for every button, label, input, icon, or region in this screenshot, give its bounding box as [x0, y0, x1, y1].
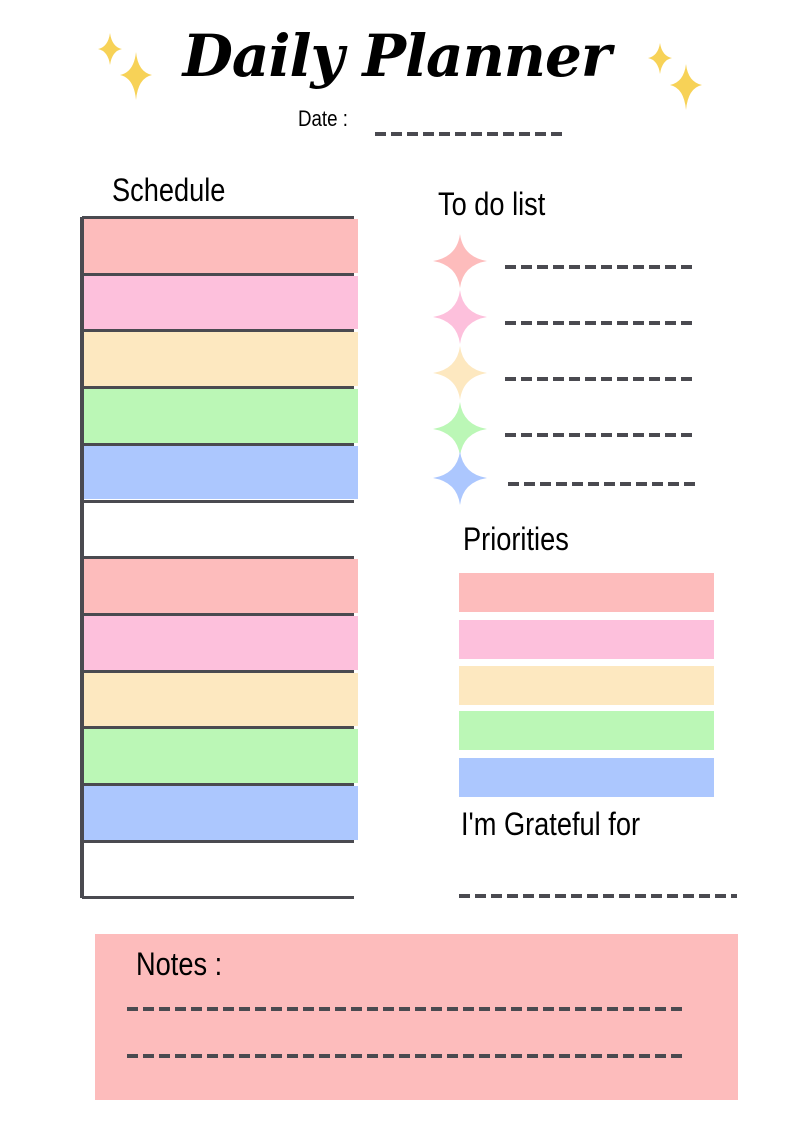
todo-item-line[interactable] [505, 265, 693, 269]
schedule-line [82, 839, 354, 843]
schedule-line [82, 272, 354, 276]
schedule-row[interactable] [84, 445, 358, 500]
schedule-line [82, 216, 354, 219]
four-point-star-icon [433, 402, 487, 456]
schedule-line [82, 783, 354, 786]
schedule-row[interactable] [84, 672, 358, 727]
four-point-star-icon [433, 451, 487, 505]
schedule-line [82, 442, 354, 446]
date-label: Date : [298, 106, 348, 131]
schedule-row[interactable] [84, 729, 358, 783]
four-point-star-icon [433, 346, 487, 400]
four-point-star-icon [433, 290, 487, 344]
schedule-row[interactable] [84, 502, 358, 557]
schedule-row[interactable] [84, 219, 358, 273]
schedule-row[interactable] [84, 389, 358, 443]
schedule-line [82, 726, 354, 730]
priorities-heading: Priorities [463, 521, 569, 557]
schedule-line [82, 386, 354, 390]
notes-heading: Notes : [136, 946, 223, 982]
grateful-heading: I'm Grateful for [461, 806, 641, 842]
todo-item-line[interactable] [505, 433, 693, 437]
priority-bar[interactable] [459, 573, 714, 612]
schedule-line [82, 669, 354, 673]
schedule-line [82, 556, 354, 560]
four-point-star-icon [433, 234, 487, 288]
schedule-row[interactable] [84, 842, 358, 897]
schedule-row[interactable] [84, 615, 358, 670]
schedule-heading: Schedule [112, 172, 226, 208]
notes-line[interactable] [127, 1054, 687, 1058]
schedule-row[interactable] [84, 332, 358, 387]
notes-line[interactable] [127, 1007, 687, 1011]
sparkle-icon [648, 43, 702, 110]
schedule-line [82, 896, 354, 900]
schedule-row[interactable] [84, 786, 358, 840]
priority-bar[interactable] [459, 711, 714, 750]
priority-bar[interactable] [459, 666, 714, 705]
schedule-row[interactable] [84, 275, 358, 330]
notes-box: Notes : [95, 934, 738, 1100]
schedule-line [82, 329, 354, 333]
todo-heading: To do list [438, 186, 546, 222]
sparkle-icon [98, 33, 152, 100]
schedule-line [82, 499, 354, 503]
grateful-line[interactable] [459, 894, 737, 898]
page-title: Daily Planner [182, 22, 612, 90]
date-field-line[interactable] [375, 132, 565, 136]
schedule-line [82, 612, 354, 616]
schedule-row[interactable] [84, 559, 358, 613]
todo-item-line[interactable] [505, 321, 693, 325]
todo-item-line[interactable] [508, 482, 696, 486]
priority-bar[interactable] [459, 758, 714, 797]
priority-bar[interactable] [459, 620, 714, 659]
todo-item-line[interactable] [505, 377, 693, 381]
